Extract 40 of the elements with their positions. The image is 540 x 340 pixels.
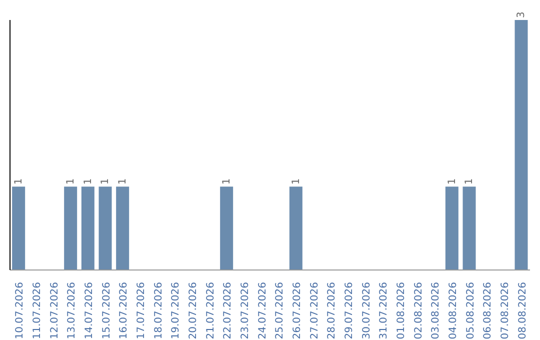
x-tick-label: 05.08.2026: [465, 282, 476, 340]
x-tick-label: 07.08.2026: [500, 282, 511, 340]
x-tick-label: 28.07.2026: [326, 282, 338, 340]
data-label: 1: [82, 178, 94, 185]
x-tick-label: 29.07.2026: [344, 282, 355, 340]
x-tick-label: 19.07.2026: [170, 282, 182, 340]
x-tick-label: 20.07.2026: [188, 282, 199, 340]
x-tick-label: 02.08.2026: [413, 282, 424, 340]
x-tick-label: 25.07.2026: [274, 282, 286, 340]
x-tick-label: 08.08.2026: [517, 282, 528, 340]
x-tick-label: 11.07.2026: [32, 282, 43, 340]
x-tick-label: 15.07.2026: [101, 282, 112, 340]
x-tick-label: 26.07.2026: [292, 282, 303, 340]
x-tick-label: 30.07.2026: [361, 282, 372, 340]
data-label: 1: [290, 178, 302, 185]
x-tick-label: 17.07.2026: [136, 282, 147, 340]
x-tick-label: 13.07.2026: [66, 282, 78, 340]
data-label: 3: [516, 12, 528, 18]
data-label: 1: [222, 178, 233, 185]
data-label: 1: [464, 178, 476, 185]
x-tick-label: 27.07.2026: [309, 282, 320, 340]
x-tick-label: 21.07.2026: [205, 282, 216, 340]
x-tick-label: 24.07.2026: [257, 282, 268, 340]
x-tick-label: 01.08.2026: [396, 282, 407, 340]
x-tick-label: 18.07.2026: [153, 282, 164, 340]
data-label: 1: [14, 178, 25, 185]
x-tick-label: 16.07.2026: [118, 282, 130, 340]
x-tick-label: 03.08.2026: [430, 282, 442, 340]
x-tick-label: 31.07.2026: [378, 282, 390, 340]
x-tick-label: 23.07.2026: [240, 282, 251, 340]
x-tick-label: 06.08.2026: [482, 282, 494, 340]
data-label: 1: [66, 178, 77, 185]
x-tick-label: 10.07.2026: [14, 282, 26, 340]
x-tick-label: 12.07.2026: [49, 282, 60, 340]
data-label: 1: [446, 178, 458, 185]
data-label: 1: [100, 178, 112, 185]
x-tick-label: 14.07.2026: [84, 282, 95, 340]
x-tick-label: 04.08.2026: [448, 282, 459, 340]
data-label: 1: [118, 178, 129, 185]
x-tick-label: 22.07.2026: [222, 282, 234, 340]
